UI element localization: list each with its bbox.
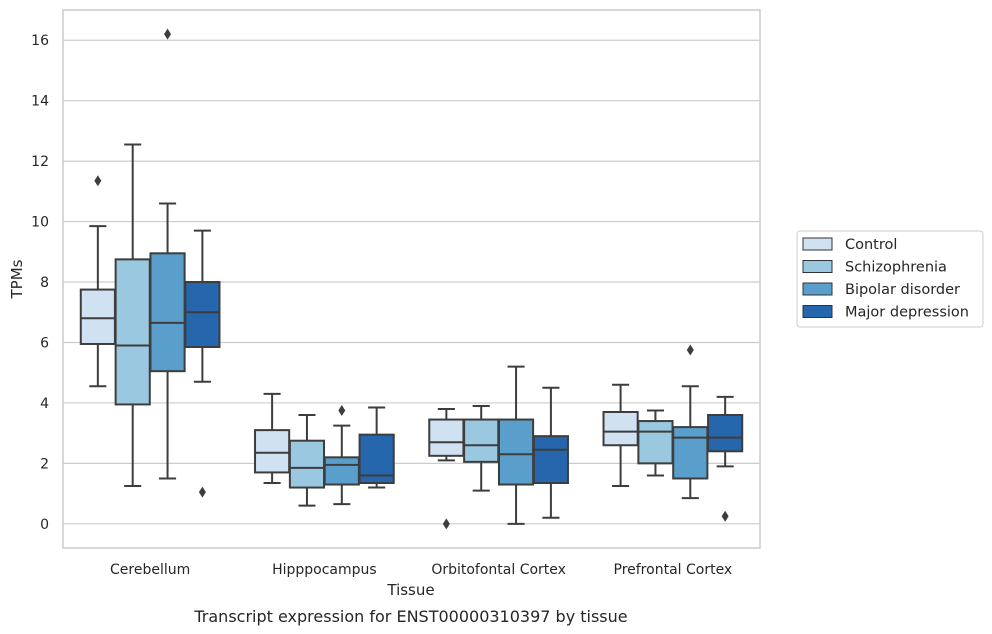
- x-tick-labels: Cerebellum Hipppocampus Orbitofontal Corte…: [110, 562, 732, 578]
- y-tick-label: 0: [40, 517, 49, 533]
- box-control: [79, 175, 116, 388]
- box-control: [428, 407, 465, 530]
- box-iqr: [114, 258, 151, 406]
- outlier-point: [198, 486, 206, 498]
- legend-label: Control: [845, 237, 897, 253]
- box-iqr: [254, 429, 291, 474]
- box-iqr: [428, 418, 465, 457]
- legend-frame: [796, 230, 984, 328]
- outlier-point: [94, 175, 102, 187]
- legend-swatch: [802, 282, 833, 296]
- outlier-point: [164, 28, 172, 40]
- chart-caption: Transcript expression for ENST0000031039…: [193, 607, 627, 626]
- box-iqr: [497, 418, 535, 486]
- box-control: [602, 383, 639, 488]
- box-schizophrenia: [637, 409, 674, 477]
- outlier-point: [442, 518, 450, 530]
- x-tick-label: Prefrontal Cortex: [614, 562, 733, 578]
- outlier-point: [338, 404, 346, 416]
- y-tick-labels: 0 2 4 6 8 10 12 14 16: [31, 33, 49, 533]
- box-iqr: [532, 435, 569, 485]
- outlier-point: [686, 344, 694, 356]
- box-iqr: [463, 418, 500, 463]
- box-bipolar-disorder: [149, 28, 186, 480]
- legend-label: Major depression: [845, 305, 969, 321]
- box-iqr: [672, 426, 709, 480]
- y-tick-label: 4: [40, 396, 49, 412]
- y-axis-title: TPMs: [8, 259, 26, 299]
- legend-swatch: [802, 260, 833, 273]
- x-tick-label: Cerebellum: [110, 562, 190, 578]
- y-tick-label: 12: [31, 154, 49, 170]
- legend-label: Bipolar disorder: [845, 282, 960, 298]
- box-control: [254, 392, 291, 485]
- box-bipolar-disorder: [672, 344, 709, 500]
- box-major-depression: [532, 386, 569, 519]
- box-major-depression: [184, 229, 221, 498]
- y-tick-label: 6: [40, 335, 49, 351]
- box-iqr: [79, 288, 116, 345]
- outlier-point: [721, 510, 729, 522]
- box-iqr: [637, 420, 674, 465]
- box-iqr: [707, 414, 744, 453]
- x-tick-label: Orbitofontal Cortex: [431, 562, 566, 578]
- box-iqr: [323, 456, 360, 486]
- box-iqr: [602, 410, 639, 447]
- box-iqr: [149, 252, 186, 373]
- box-major-depression: [358, 406, 395, 489]
- legend-label: Schizophrenia: [845, 260, 947, 276]
- box-bipolar-disorder: [323, 404, 360, 506]
- y-tick-label: 2: [40, 456, 49, 472]
- y-tick-label: 10: [31, 215, 49, 231]
- x-tick-label: Hipppocampus: [272, 562, 377, 578]
- legend: Control Schizophrenia Bipolar disorder Majo…: [796, 230, 984, 328]
- plot-frame: [62, 9, 761, 549]
- boxes: [79, 28, 744, 530]
- y-tick-label: 8: [40, 275, 49, 291]
- box-major-depression: [707, 395, 744, 522]
- y-tick-label: 14: [31, 94, 49, 110]
- x-axis-title: Tissue: [386, 581, 434, 599]
- y-tick-label: 16: [31, 33, 49, 49]
- legend-swatch: [802, 305, 833, 318]
- legend-swatch: [802, 237, 833, 251]
- box-iqr: [184, 281, 221, 349]
- box-iqr: [288, 439, 326, 489]
